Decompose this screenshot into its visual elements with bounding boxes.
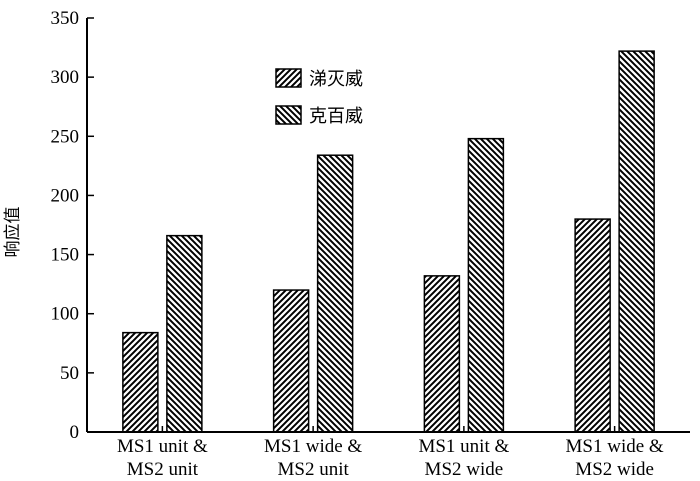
y-tick-label: 300 (51, 67, 80, 88)
legend-item-carbofuran: 克百威 (275, 105, 363, 127)
x-category-label: MS1 wide & (566, 436, 664, 457)
y-tick-label: 200 (51, 185, 80, 206)
bar-carbofuran-2 (316, 154, 354, 433)
x-category-label: MS2 wide (575, 459, 654, 480)
bar-aldicarb-3 (423, 275, 461, 433)
bar-carbofuran-1 (166, 234, 203, 433)
legend-label-carbofuran: 克百威 (309, 106, 363, 127)
bar-carbofuran-4 (618, 50, 655, 433)
legend: 涕灭威 克百威 (275, 68, 363, 127)
x-category-label: MS2 wide (425, 459, 504, 480)
y-axis-ticks: 0 50 100 150 200 250 300 350 (51, 8, 94, 443)
bars (122, 50, 655, 433)
legend-item-aldicarb: 涕灭威 (275, 68, 363, 90)
bar-aldicarb-4 (574, 218, 611, 433)
x-category-label: MS2 unit (127, 459, 199, 480)
legend-swatch-aldicarb (275, 68, 302, 88)
x-category-label: MS2 unit (277, 459, 349, 480)
bar-aldicarb-2 (272, 289, 310, 433)
y-tick-label: 50 (60, 363, 79, 384)
y-tick-label: 350 (51, 8, 80, 29)
bar-aldicarb-1 (122, 331, 159, 433)
legend-label-aldicarb: 涕灭威 (309, 69, 363, 90)
y-tick-label: 100 (51, 304, 80, 325)
x-category-label: MS1 unit & (117, 436, 208, 457)
legend-swatch-carbofuran (275, 105, 302, 125)
y-tick-label: 250 (51, 126, 80, 147)
bar-carbofuran-3 (467, 137, 505, 433)
x-category-label: MS1 wide & (264, 436, 362, 457)
y-tick-label: 0 (70, 422, 80, 443)
y-axis-label: 响应值 (3, 207, 23, 258)
y-tick-label: 150 (51, 245, 80, 266)
x-category-label: MS1 unit & (418, 436, 509, 457)
